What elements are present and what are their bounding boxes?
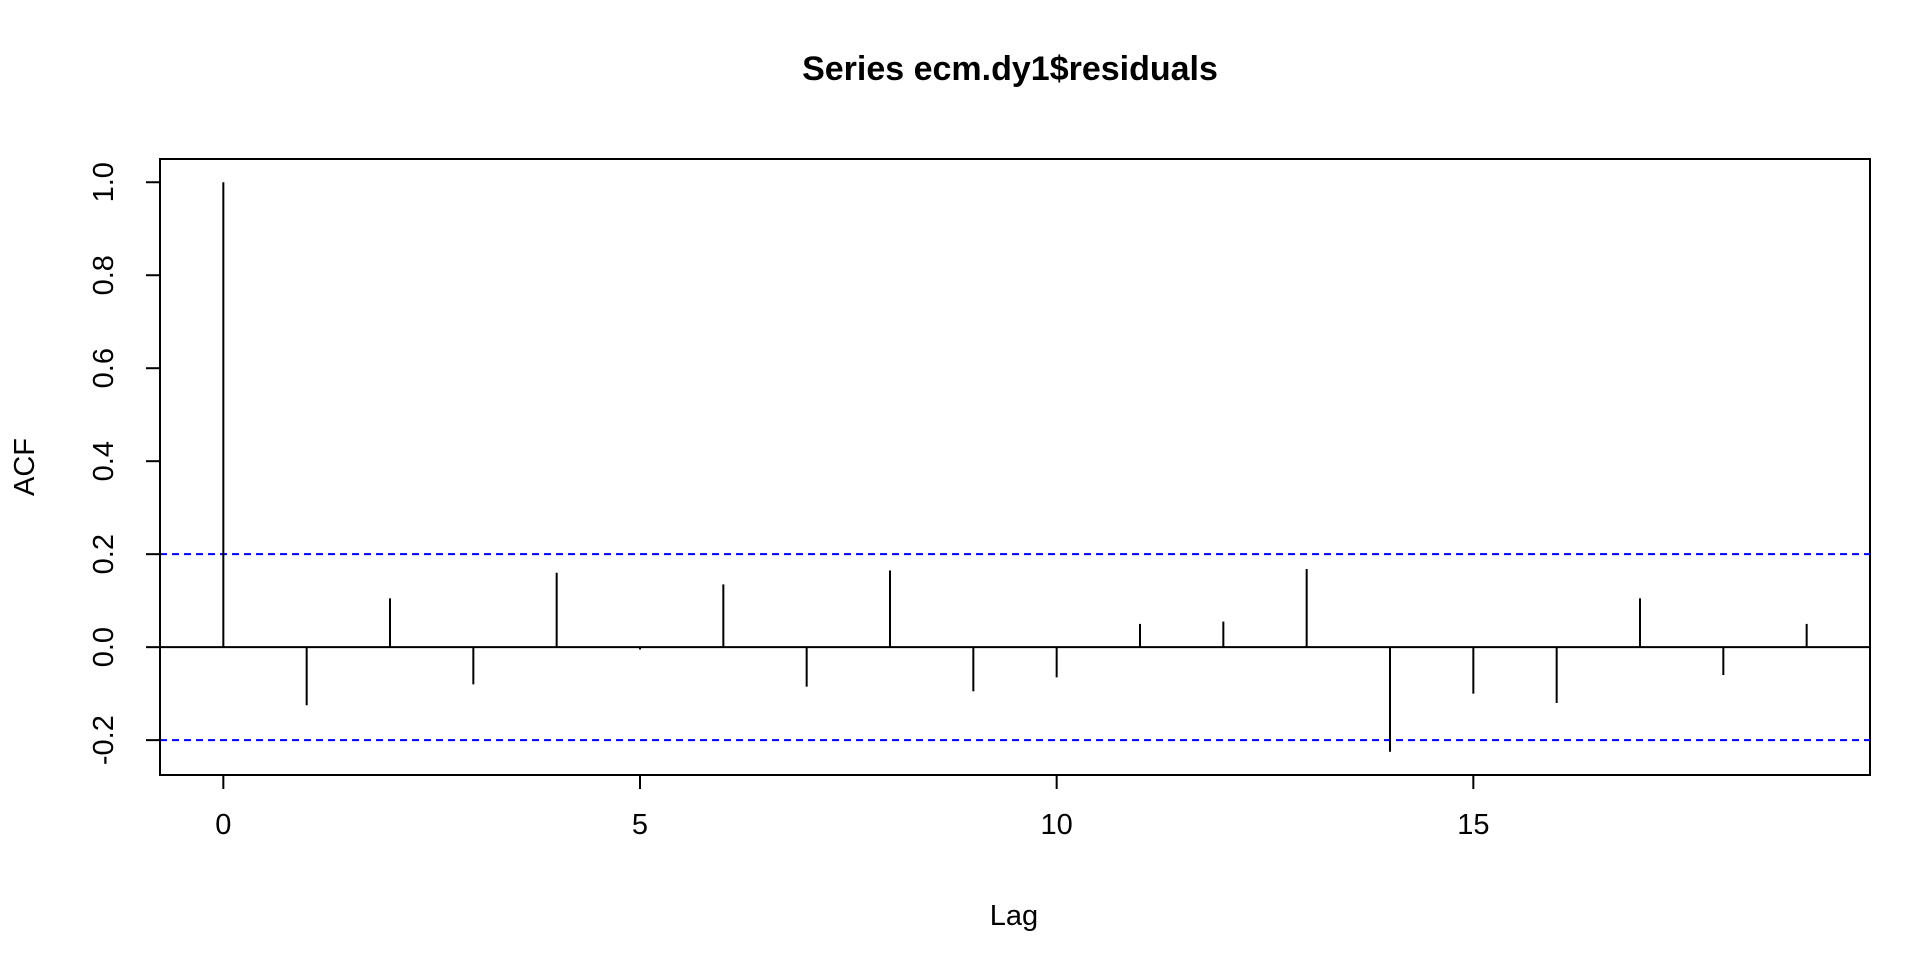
y-tick-label: 0.0: [88, 627, 120, 667]
y-tick-label: 1.0: [88, 162, 120, 202]
x-axis-label: Lag: [990, 900, 1038, 932]
x-tick-label: 10: [1041, 809, 1073, 841]
y-tick-label: 0.4: [88, 441, 120, 481]
x-tick-label: 15: [1457, 809, 1489, 841]
y-tick-label: 0.6: [88, 348, 120, 388]
x-tick-label: 0: [215, 809, 231, 841]
plot-frame: [159, 158, 1871, 776]
y-tick-label: 0.8: [88, 255, 120, 295]
x-tick-label: 5: [632, 809, 648, 841]
x-axis: 0 5 10 15: [215, 774, 1489, 841]
marks-layer: [160, 182, 1870, 752]
chart-title: Series ecm.dy1$residuals: [802, 50, 1218, 88]
y-tick-label: -0.2: [88, 715, 120, 765]
y-axis: -0.2 0.0 0.2 0.4 0.6 0.8 1.0: [88, 162, 161, 765]
y-tick-label: 0.2: [88, 534, 120, 574]
y-axis-label: ACF: [9, 438, 41, 496]
